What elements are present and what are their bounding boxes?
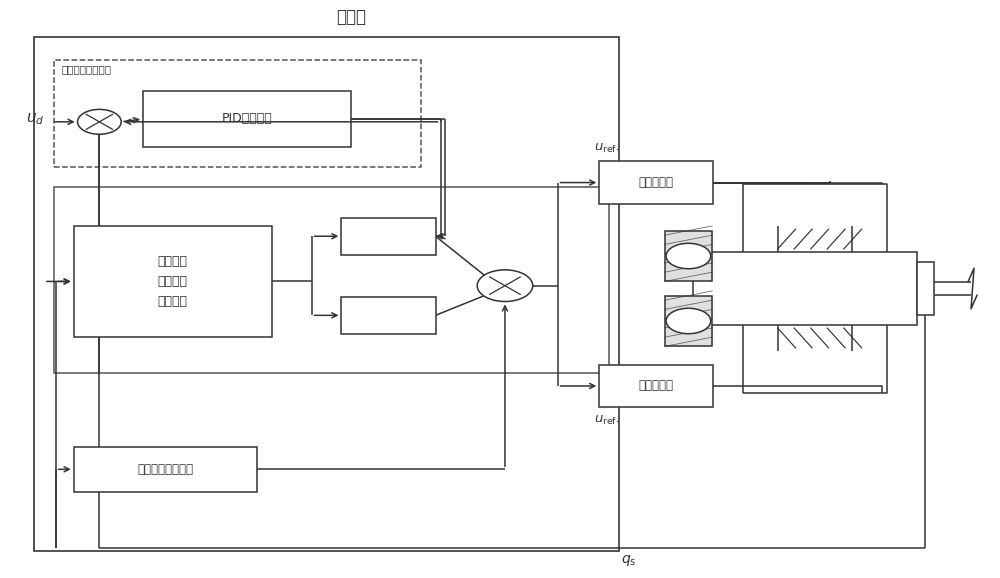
Text: 转子速度控制模块: 转子速度控制模块: [137, 463, 193, 476]
Text: 功率放大器: 功率放大器: [639, 380, 674, 392]
Bar: [917, 262, 934, 316]
Bar: [341, 218, 436, 254]
Bar: [341, 297, 436, 334]
Text: 转子振幅
及碰撞力
评估模块: 转子振幅 及碰撞力 评估模块: [158, 255, 188, 308]
Bar: [54, 187, 609, 373]
Circle shape: [78, 109, 121, 134]
Bar: [34, 37, 619, 551]
Bar: [54, 60, 421, 167]
Bar: [599, 161, 713, 204]
Bar: [74, 447, 257, 492]
Text: PID控制算法: PID控制算法: [222, 113, 272, 125]
Circle shape: [477, 270, 533, 302]
Text: 控制器: 控制器: [336, 8, 366, 26]
Bar: [74, 227, 272, 336]
Bar: [665, 231, 712, 281]
Text: $u_d$: $u_d$: [26, 111, 45, 127]
Bar: [143, 91, 351, 147]
Text: $u_{\rm ref}$.: $u_{\rm ref}$.: [594, 414, 620, 427]
Text: $u_{\rm ref}$.: $u_{\rm ref}$.: [594, 142, 620, 154]
Bar: [693, 252, 917, 325]
Text: 功率放大器: 功率放大器: [639, 176, 674, 189]
Text: 转子位置控制模块: 转子位置控制模块: [62, 64, 112, 74]
Bar: [599, 365, 713, 407]
Circle shape: [666, 243, 711, 269]
Text: $q_{\rm s}$: $q_{\rm s}$: [621, 553, 637, 568]
Bar: [665, 295, 712, 346]
Circle shape: [666, 308, 711, 334]
